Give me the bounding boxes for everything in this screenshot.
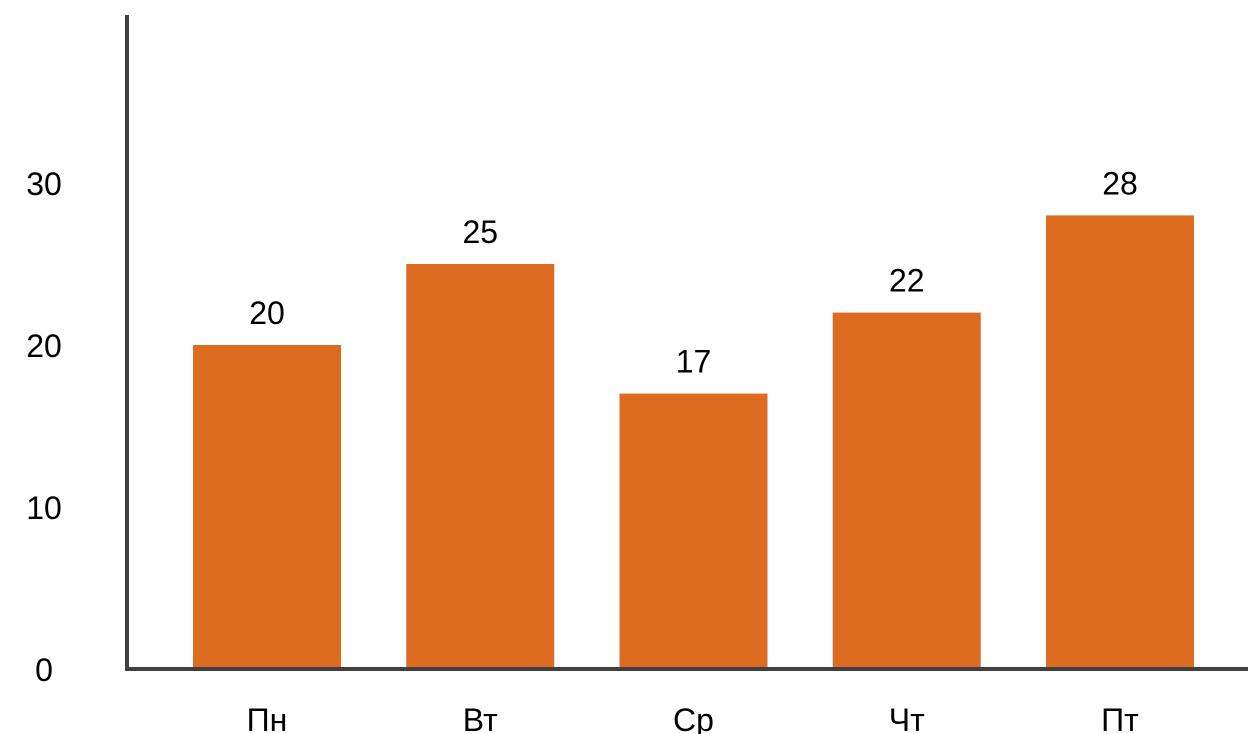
x-tick-label: Чт	[889, 702, 925, 734]
x-tick-label: Вт	[463, 702, 498, 734]
bar	[1046, 215, 1194, 669]
bars	[193, 215, 1194, 669]
x-tick-label: Ср	[673, 702, 714, 734]
x-tick-label: Пн	[247, 702, 288, 734]
bar-value-label: 25	[462, 214, 498, 250]
y-tick-label: 0	[35, 652, 53, 688]
y-tick-label: 20	[26, 328, 62, 364]
y-tick-label: 10	[26, 490, 62, 526]
bar	[832, 312, 981, 669]
x-tick-label: Пт	[1101, 702, 1139, 734]
bar-value-label: 17	[676, 344, 712, 380]
bar	[193, 345, 341, 669]
y-tick-label: 30	[26, 166, 62, 202]
bar	[406, 264, 555, 669]
y-axis-tick-labels: 0 10 20 30	[26, 166, 62, 688]
bar-value-label: 22	[889, 263, 925, 299]
bar	[619, 393, 768, 669]
bar-value-label: 20	[249, 295, 285, 331]
bar-value-labels: 20 25 17 22 28	[249, 165, 1138, 379]
x-axis-tick-labels: Пн Вт Ср Чт Пт	[247, 702, 1140, 734]
bar-value-label: 28	[1102, 165, 1138, 201]
